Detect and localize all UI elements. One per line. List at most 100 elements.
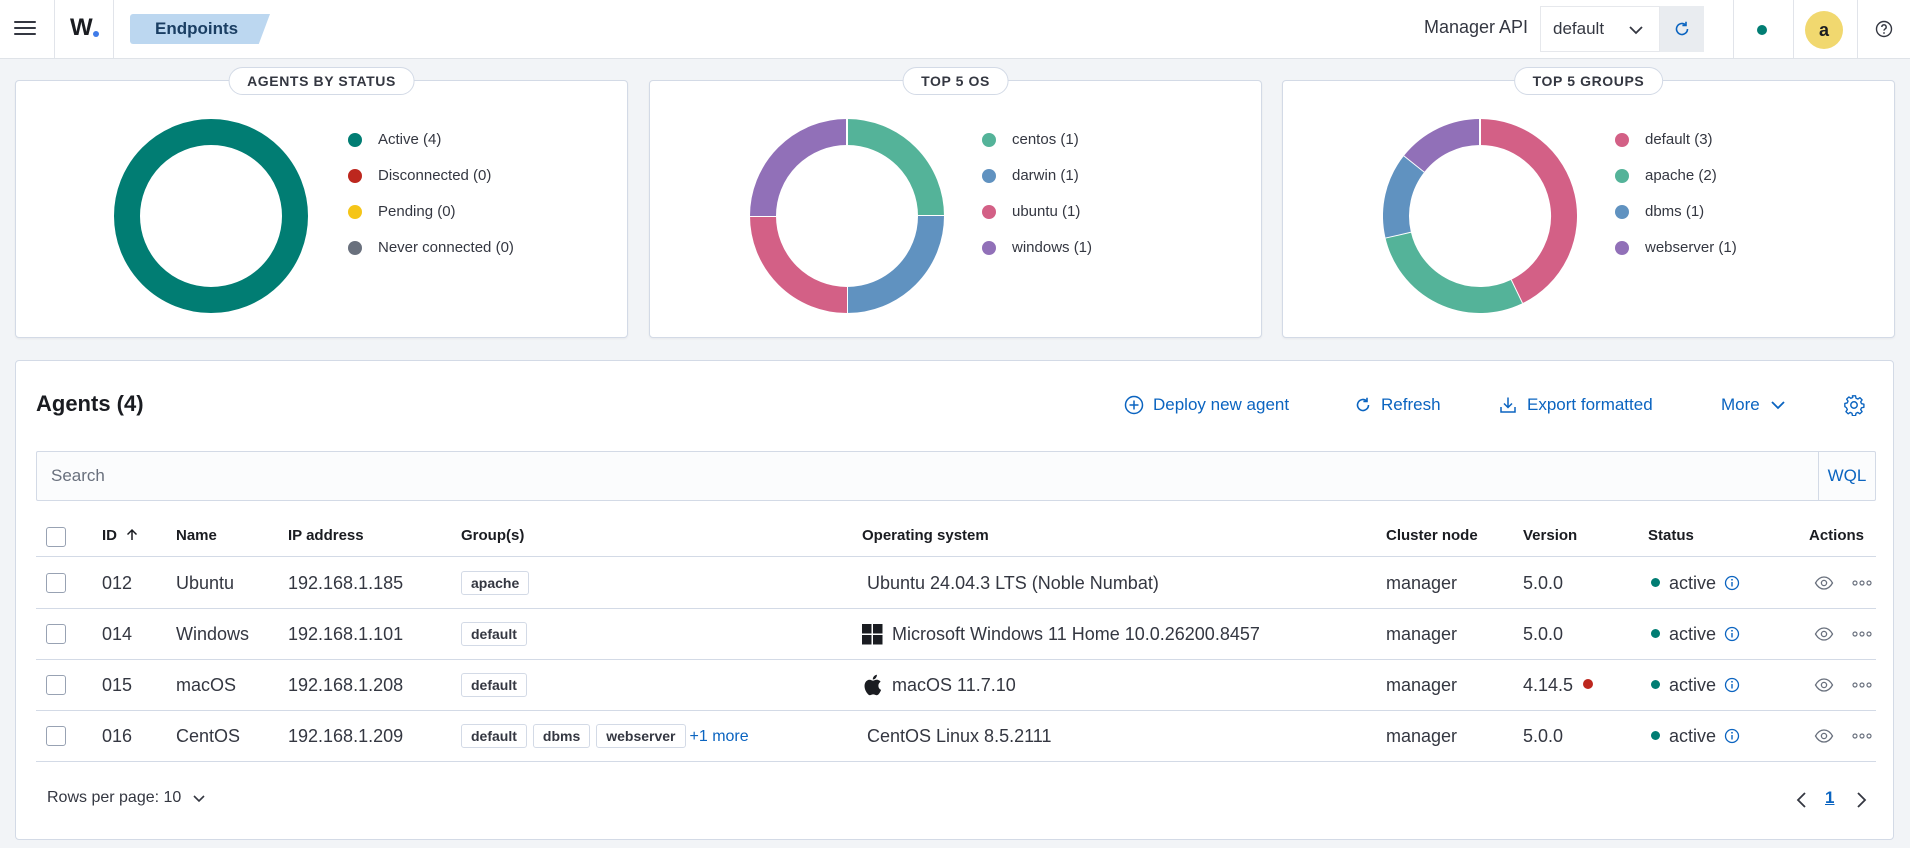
- legend-item[interactable]: darwin (1): [982, 167, 1092, 203]
- table-row[interactable]: 015 macOS 192.168.1.208 default macOS 11…: [36, 660, 1876, 711]
- page-number[interactable]: 1: [1825, 788, 1835, 807]
- info-icon[interactable]: [1724, 626, 1740, 642]
- row-checkbox[interactable]: [46, 624, 66, 644]
- legend-item[interactable]: Pending (0): [348, 203, 514, 239]
- legend-item[interactable]: ubuntu (1): [982, 203, 1092, 239]
- legend-item[interactable]: Disconnected (0): [348, 167, 514, 203]
- api-refresh-button[interactable]: [1660, 6, 1704, 52]
- group-tag[interactable]: default: [461, 724, 527, 748]
- legend-label: darwin (1): [1012, 167, 1079, 184]
- agent-id: 014: [102, 624, 133, 644]
- table-row[interactable]: 016 CentOS 192.168.1.209 default dbms webs…: [36, 711, 1876, 762]
- legend-item[interactable]: centos (1): [982, 131, 1092, 167]
- row-checkbox[interactable]: [46, 726, 66, 746]
- legend-item[interactable]: apache (2): [1615, 167, 1737, 203]
- column-header-id[interactable]: ID: [102, 527, 139, 544]
- eye-icon[interactable]: [1814, 728, 1834, 744]
- group-tag[interactable]: webserver: [596, 724, 686, 748]
- column-header-status[interactable]: Status: [1648, 527, 1694, 544]
- eye-icon[interactable]: [1814, 677, 1834, 693]
- chevron-down-icon: [1771, 401, 1785, 410]
- outdated-indicator[interactable]: [1583, 679, 1594, 690]
- group-tag[interactable]: apache: [461, 571, 530, 595]
- table-row[interactable]: 012 Ubuntu 192.168.1.185 apache Ubuntu 2…: [36, 558, 1876, 609]
- column-header-groups[interactable]: Group(s): [461, 527, 525, 544]
- chevron-right-icon[interactable]: [1853, 791, 1869, 809]
- agent-status: active: [1651, 675, 1740, 696]
- donut-slice[interactable]: [114, 119, 308, 313]
- chevron-left-icon[interactable]: [1794, 791, 1810, 809]
- select-all-checkbox[interactable]: [46, 527, 66, 547]
- group-tag[interactable]: dbms: [532, 724, 591, 748]
- info-icon[interactable]: [1724, 677, 1740, 693]
- donut-slice[interactable]: [846, 215, 944, 313]
- export-label: Export formatted: [1527, 395, 1653, 414]
- legend-item[interactable]: Never connected (0): [348, 239, 514, 275]
- agent-groups: default dbms webserver +1 more: [461, 724, 749, 748]
- table-row[interactable]: 014 Windows 192.168.1.101 default Micros…: [36, 609, 1876, 660]
- legend-item[interactable]: dbms (1): [1615, 203, 1737, 239]
- legend-item[interactable]: windows (1): [982, 239, 1092, 275]
- status-donut-chart[interactable]: [114, 119, 308, 313]
- donut-slice[interactable]: [1383, 155, 1425, 238]
- donut-slice[interactable]: [1404, 119, 1481, 173]
- legend-swatch: [982, 169, 996, 183]
- more-menu-button[interactable]: More: [1721, 395, 1787, 415]
- info-icon[interactable]: [1724, 575, 1740, 591]
- os-donut-chart[interactable]: [750, 119, 944, 313]
- deploy-label: Deploy new agent: [1153, 395, 1290, 414]
- app-logo[interactable]: W: [70, 14, 93, 41]
- agent-groups: default: [461, 673, 533, 697]
- status-dot: [1651, 730, 1660, 740]
- group-tag[interactable]: default: [461, 673, 527, 697]
- info-icon[interactable]: [1724, 728, 1740, 744]
- column-header-actions: Actions: [1809, 527, 1865, 544]
- donut-slice[interactable]: [1479, 119, 1577, 304]
- legend-label: apache (2): [1645, 167, 1717, 184]
- rows-per-page-select[interactable]: Rows per page: 10: [47, 789, 207, 807]
- agent-name: Ubuntu: [176, 573, 235, 593]
- donut-slice[interactable]: [1385, 231, 1523, 313]
- group-tag[interactable]: default: [461, 622, 527, 646]
- donut-slice[interactable]: [846, 119, 944, 217]
- agent-groups: default: [461, 622, 533, 646]
- donut-slice[interactable]: [750, 215, 848, 313]
- export-formatted-button[interactable]: Export formatted: [1498, 395, 1653, 415]
- help-icon[interactable]: [1875, 20, 1893, 38]
- wql-button[interactable]: WQL: [1818, 452, 1875, 500]
- api-select[interactable]: default: [1540, 6, 1660, 52]
- gear-icon[interactable]: [1843, 394, 1865, 416]
- agent-ip: 192.168.1.209: [288, 726, 404, 746]
- row-checkbox[interactable]: [46, 573, 66, 593]
- chevron-down-icon: [1629, 26, 1643, 35]
- column-header-version[interactable]: Version: [1523, 527, 1578, 544]
- eye-icon[interactable]: [1814, 575, 1834, 591]
- more-actions-icon[interactable]: [1851, 575, 1873, 591]
- user-avatar[interactable]: a: [1805, 11, 1843, 49]
- health-status-dot[interactable]: [1757, 25, 1767, 35]
- donut-slice[interactable]: [750, 119, 848, 217]
- search-input[interactable]: [37, 452, 1817, 500]
- refresh-icon: [1356, 397, 1370, 412]
- column-header-cluster-node[interactable]: Cluster node: [1386, 527, 1478, 544]
- more-groups-link[interactable]: +1 more: [689, 728, 749, 745]
- column-header-os[interactable]: Operating system: [862, 527, 989, 544]
- legend-item[interactable]: default (3): [1615, 131, 1737, 167]
- groups-donut-chart[interactable]: [1383, 119, 1577, 313]
- eye-icon[interactable]: [1814, 626, 1834, 642]
- deploy-new-agent-button[interactable]: Deploy new agent: [1124, 395, 1289, 415]
- agents-panel: Agents (4) Deploy new agent Refresh Expo…: [15, 360, 1894, 840]
- menu-icon[interactable]: [14, 17, 36, 39]
- more-actions-icon[interactable]: [1851, 626, 1873, 642]
- breadcrumb-endpoints[interactable]: Endpoints: [130, 14, 270, 44]
- column-header-ip[interactable]: IP address: [288, 527, 364, 544]
- agent-status: active: [1651, 573, 1740, 594]
- column-header-name[interactable]: Name: [176, 527, 217, 544]
- row-checkbox[interactable]: [46, 675, 66, 695]
- more-actions-icon[interactable]: [1851, 728, 1873, 744]
- refresh-button[interactable]: Refresh: [1354, 395, 1441, 415]
- legend-item[interactable]: webserver (1): [1615, 239, 1737, 275]
- legend-item[interactable]: Active (4): [348, 131, 514, 167]
- more-actions-icon[interactable]: [1851, 677, 1873, 693]
- agent-os: Microsoft Windows 11 Home 10.0.26200.845…: [862, 624, 1260, 645]
